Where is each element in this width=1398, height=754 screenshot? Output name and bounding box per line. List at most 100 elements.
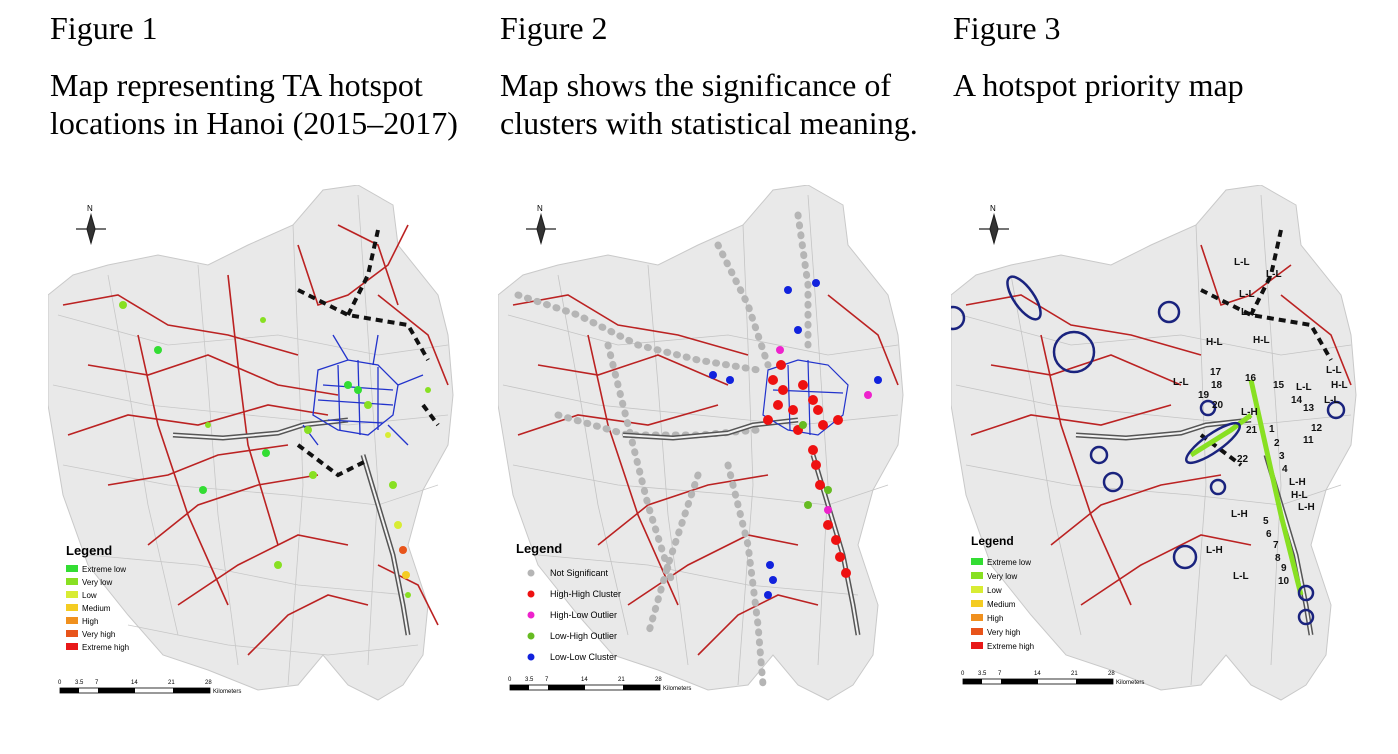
priority-map: L-L L-L L-L L-L H-L H-L L-L H-L L-L L-L … xyxy=(951,185,1381,705)
legend-title: Legend xyxy=(66,543,112,558)
svg-text:19: 19 xyxy=(1198,390,1210,401)
priority-corridor xyxy=(1189,379,1304,596)
not-significant-corridors xyxy=(514,211,812,689)
legend: Legend Not Significant High-High Cluster… xyxy=(516,541,621,662)
cluster-map: N Legend Not Significant High-High Clust… xyxy=(498,185,928,705)
svg-text:L-L: L-L xyxy=(1173,377,1189,388)
svg-text:7: 7 xyxy=(998,671,1002,677)
legend-swatch xyxy=(66,643,78,650)
svg-text:Very high: Very high xyxy=(987,628,1020,637)
low-low-clusters xyxy=(709,279,882,599)
hotspot-map: N Legend Extreme low Very low Low Medium… xyxy=(48,185,478,705)
svg-text:17: 17 xyxy=(1210,367,1222,378)
svg-text:2: 2 xyxy=(1274,438,1280,449)
figure-caption: A hotspot priority map xyxy=(953,67,1244,103)
high-low-outliers xyxy=(776,346,872,514)
svg-text:14: 14 xyxy=(131,680,138,686)
svg-text:8: 8 xyxy=(1275,553,1281,564)
legend-swatch xyxy=(66,604,78,611)
svg-text:L-L: L-L xyxy=(1234,257,1250,268)
main-roads xyxy=(965,244,1352,606)
legend-swatch xyxy=(66,578,78,585)
legend-label: Low xyxy=(82,591,97,600)
figure-3: Figure 3 A hotspot priority map xyxy=(951,0,1393,754)
svg-text:Kilometers: Kilometers xyxy=(213,689,241,695)
svg-text:L-L: L-L xyxy=(1241,307,1257,318)
legend-label: High-Low Outlier xyxy=(550,610,617,620)
svg-text:10: 10 xyxy=(1278,576,1290,587)
svg-text:14: 14 xyxy=(581,677,588,683)
svg-text:21: 21 xyxy=(168,680,175,686)
compass-north: N xyxy=(537,204,543,213)
figure-1: Figure 1 Map representing TA hotspot loc… xyxy=(48,0,490,754)
svg-text:H-L: H-L xyxy=(1253,335,1270,346)
figure-caption: Map representing TA hotspot locations in… xyxy=(50,67,458,141)
compass xyxy=(526,212,556,246)
legend-label: Very low xyxy=(82,578,112,587)
legend-label: Low-Low Cluster xyxy=(550,652,617,662)
svg-text:L-H: L-H xyxy=(1241,407,1258,418)
compass-north: N xyxy=(87,204,93,213)
svg-text:H-L: H-L xyxy=(1206,337,1223,348)
svg-text:18: 18 xyxy=(1211,380,1223,391)
svg-text:1: 1 xyxy=(1269,424,1275,435)
figure-caption: Map shows the significance of clusters w… xyxy=(500,67,918,141)
compass xyxy=(979,212,1009,246)
legend: Legend Extreme low Very low Low Medium H… xyxy=(66,543,129,652)
svg-text:Medium: Medium xyxy=(987,600,1016,609)
province-outline xyxy=(48,185,454,701)
compass-north: N xyxy=(990,204,996,213)
svg-text:7: 7 xyxy=(1273,540,1279,551)
ring-road xyxy=(296,229,440,478)
svg-text:L-H: L-H xyxy=(1206,545,1223,556)
svg-text:21: 21 xyxy=(1246,425,1258,436)
svg-text:22: 22 xyxy=(1237,454,1249,465)
svg-text:9: 9 xyxy=(1281,563,1287,574)
legend-label: High xyxy=(82,617,98,626)
legend: Legend Extreme low Very low Low Medium H… xyxy=(971,534,1034,651)
svg-text:L-L: L-L xyxy=(1296,382,1312,393)
svg-text:7: 7 xyxy=(95,680,99,686)
svg-text:L-L: L-L xyxy=(1326,365,1342,376)
svg-text:3.5: 3.5 xyxy=(75,680,84,686)
svg-text:Kilometers: Kilometers xyxy=(663,686,691,692)
svg-text:3: 3 xyxy=(1279,451,1285,462)
scale-bar: 0 3.5 7 14 21 28 Kilometers xyxy=(508,677,691,692)
svg-text:21: 21 xyxy=(1071,671,1078,677)
figure-label: Figure 3 xyxy=(953,10,1061,46)
figure-label: Figure 1 xyxy=(50,10,158,46)
svg-text:L-L: L-L xyxy=(1324,395,1340,406)
compass xyxy=(76,212,106,246)
svg-text:28: 28 xyxy=(205,680,212,686)
map-labels: L-L L-L L-L L-L H-L H-L L-L H-L L-L L-L … xyxy=(1173,257,1348,587)
hotspot-points xyxy=(119,301,431,598)
legend-title: Legend xyxy=(971,534,1014,548)
svg-text:High: High xyxy=(987,614,1003,623)
svg-text:Low: Low xyxy=(987,586,1002,595)
svg-text:28: 28 xyxy=(655,677,662,683)
legend-swatch xyxy=(66,565,78,572)
legend-label: Very high xyxy=(82,630,115,639)
svg-text:L-L: L-L xyxy=(1239,289,1255,300)
svg-text:3.5: 3.5 xyxy=(978,671,987,677)
legend-label: Extreme high xyxy=(82,643,129,652)
figure-2: Figure 2 Map shows the significance of c… xyxy=(498,0,940,754)
province-outline xyxy=(951,185,1357,701)
legend-label: Not Significant xyxy=(550,568,609,578)
legend-swatch xyxy=(66,591,78,598)
legend-label: Low-High Outlier xyxy=(550,631,617,641)
low-high-outliers xyxy=(799,421,832,509)
svg-text:7: 7 xyxy=(545,677,549,683)
svg-text:L-L: L-L xyxy=(1266,269,1282,280)
svg-text:0: 0 xyxy=(58,680,62,686)
svg-text:4: 4 xyxy=(1282,464,1288,475)
svg-text:L-H: L-H xyxy=(1298,502,1315,513)
road-mesh xyxy=(52,194,449,686)
legend-label: Extreme low xyxy=(82,565,126,574)
svg-text:H-L: H-L xyxy=(1331,380,1348,391)
svg-text:28: 28 xyxy=(1108,671,1115,677)
svg-text:13: 13 xyxy=(1303,403,1315,414)
svg-text:6: 6 xyxy=(1266,529,1272,540)
svg-text:16: 16 xyxy=(1245,373,1257,384)
svg-text:L-H: L-H xyxy=(1289,477,1306,488)
